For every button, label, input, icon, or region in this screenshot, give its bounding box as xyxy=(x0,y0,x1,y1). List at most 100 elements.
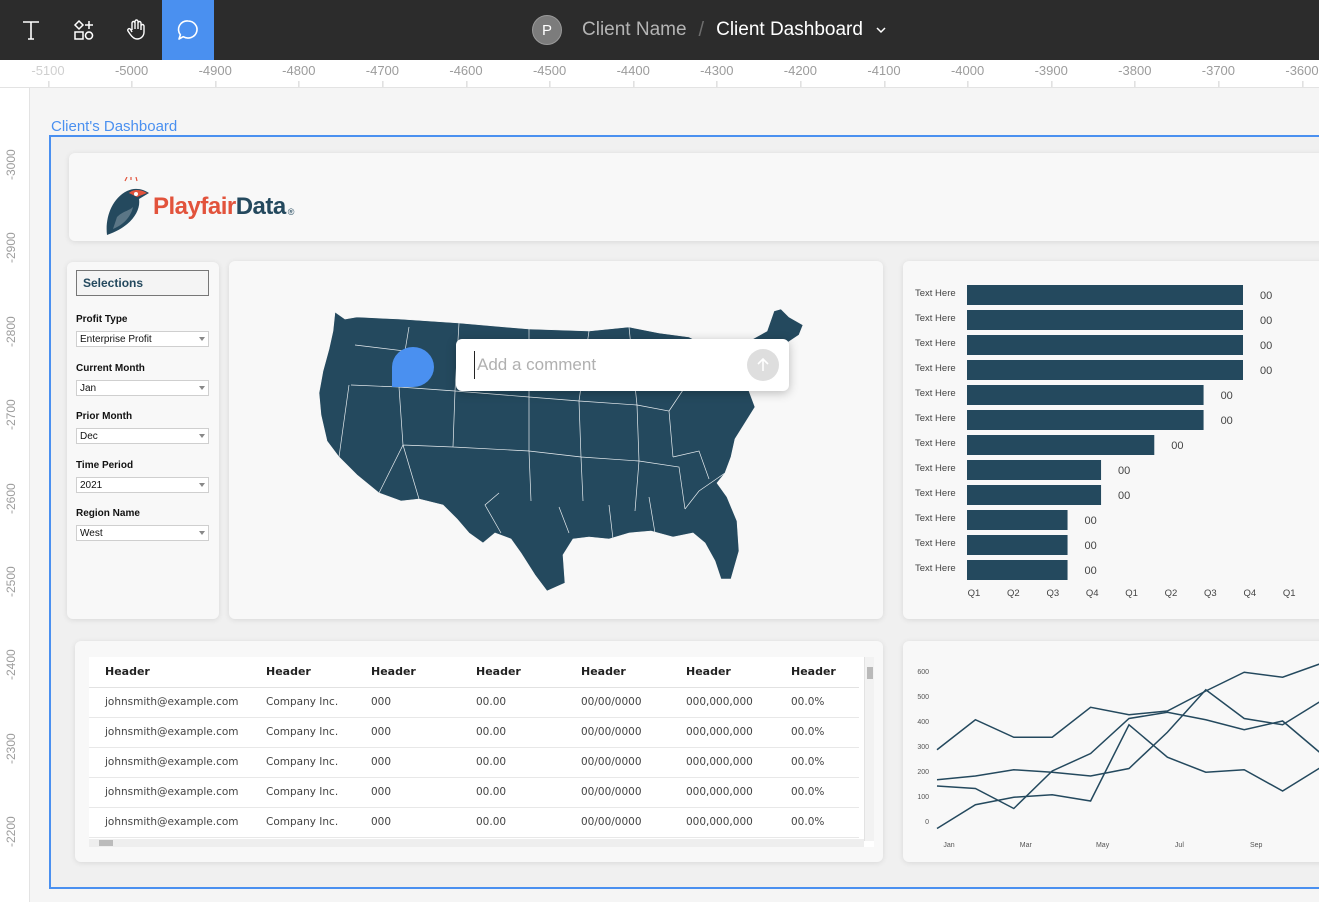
line-chart: 0100200300400500600JanMarMayJulSepNov xyxy=(917,663,1319,849)
ruler-tick-label: -3000 xyxy=(4,149,18,180)
column-header[interactable]: Header xyxy=(355,657,460,688)
table-row[interactable]: johnsmith@example.com Company Inc. 000 00.0… xyxy=(89,687,859,718)
column-header[interactable]: Header xyxy=(670,657,775,688)
bar[interactable] xyxy=(967,485,1102,505)
bar[interactable] xyxy=(967,460,1102,480)
filter-dropdown[interactable]: 2021 xyxy=(76,476,209,493)
series-line[interactable] xyxy=(936,723,1319,830)
dashboard-frame[interactable]: PlayfairData ® Selections Profit Type Ent… xyxy=(49,135,1319,889)
table-cell: 000 xyxy=(355,747,460,778)
chevron-down-icon[interactable] xyxy=(875,24,887,36)
bar[interactable] xyxy=(967,560,1068,580)
filter-label: Time Period xyxy=(76,459,134,471)
filter-dropdown[interactable]: Jan xyxy=(76,379,209,396)
bar[interactable] xyxy=(967,285,1243,305)
comment-pin[interactable] xyxy=(392,347,434,387)
scroll-thumb[interactable] xyxy=(867,667,873,679)
ruler-tick-label: -4500 xyxy=(532,63,567,87)
filter-dropdown[interactable]: Dec xyxy=(76,428,209,444)
table-row[interactable]: johnsmith@example.com Company Inc. 000 00.0… xyxy=(89,717,859,748)
table-cell: 000 xyxy=(355,807,460,838)
ruler-tick-label: -3900 xyxy=(1034,63,1068,87)
comment-popover xyxy=(456,339,789,391)
table-cell: 000 xyxy=(355,687,460,718)
table-cell: Company Inc. xyxy=(250,687,355,718)
text-icon xyxy=(23,21,39,40)
table-cell: 00/00/0000 xyxy=(565,717,670,748)
ruler-tick-label: -2600 xyxy=(4,482,18,514)
ruler-tick-label: -4900 xyxy=(198,63,232,87)
table-cell: 00.0% xyxy=(775,687,859,718)
bar[interactable] xyxy=(967,335,1243,355)
table-header-row: Header Header Header Header Header Header Head… xyxy=(89,657,859,688)
table-cell: Company Inc. xyxy=(250,807,355,838)
table-cell: johnsmith@example.com xyxy=(89,807,250,838)
breadcrumb-page[interactable]: Client Dashboard xyxy=(716,19,863,40)
filter-label: Profit Type xyxy=(76,314,128,325)
x-tick-label: Q4 xyxy=(1243,588,1256,599)
breadcrumb: P Client Name / Client Dashboard xyxy=(532,0,887,60)
bar[interactable] xyxy=(967,310,1243,330)
bar[interactable] xyxy=(967,535,1068,555)
x-tick-label: Jan xyxy=(943,842,954,849)
components-tool-button[interactable] xyxy=(58,0,110,60)
column-header[interactable]: Header xyxy=(565,657,670,688)
x-tick-label: Q1 xyxy=(1125,588,1138,599)
table-row[interactable]: johnsmith@example.com Company Inc. 000 00.0… xyxy=(89,747,859,778)
ruler-tick-label: -4400 xyxy=(616,63,650,87)
caret-down-icon xyxy=(199,482,205,487)
breadcrumb-client[interactable]: Client Name xyxy=(582,19,687,40)
bar-data-label: 00 xyxy=(1260,340,1272,352)
top-toolbar: P Client Name / Client Dashboard xyxy=(0,0,1319,60)
avatar[interactable]: P xyxy=(532,15,562,45)
column-header[interactable]: Header xyxy=(89,657,250,688)
scroll-thumb[interactable] xyxy=(99,840,113,846)
comment-input[interactable] xyxy=(474,351,734,379)
bar-chart-card: Text Here 00 Text Here 00 Text Here 00 Text He… xyxy=(903,261,1319,619)
us-map[interactable] xyxy=(229,261,883,619)
filter-dropdown[interactable]: West xyxy=(76,525,209,541)
ruler-tick-label: -5000 xyxy=(114,63,149,87)
series-line[interactable] xyxy=(936,688,1319,781)
bar[interactable] xyxy=(967,435,1155,455)
table-row[interactable]: johnsmith@example.com Company Inc. 000 00.0… xyxy=(89,777,859,808)
series-line[interactable] xyxy=(936,663,1319,751)
x-tick-label: Sep xyxy=(1250,842,1263,849)
send-comment-button[interactable] xyxy=(747,349,779,381)
x-tick-label: Q1 xyxy=(968,588,981,599)
hand-tool-button[interactable] xyxy=(110,0,162,60)
vertical-scrollbar[interactable] xyxy=(864,657,874,841)
series-line[interactable] xyxy=(936,711,1319,810)
bar-data-label: 00 xyxy=(1260,315,1272,327)
filter-dropdown[interactable]: Enterprise Profit xyxy=(76,331,209,347)
bar-category-label: Text Here xyxy=(915,488,956,499)
bar[interactable] xyxy=(967,360,1243,380)
table-cell: 00.0% xyxy=(775,807,859,838)
column-header[interactable]: Header xyxy=(775,657,859,688)
comment-tool-button[interactable] xyxy=(162,0,214,60)
column-header[interactable]: Header xyxy=(250,657,355,688)
bar[interactable] xyxy=(967,510,1068,530)
text-tool-button[interactable] xyxy=(5,0,57,60)
logo-registered: ® xyxy=(287,207,295,217)
bar[interactable] xyxy=(967,410,1204,430)
column-header[interactable]: Header xyxy=(460,657,565,688)
table-cell: 000 xyxy=(355,717,460,748)
bar-data-label: 00 xyxy=(1260,365,1272,377)
bar[interactable] xyxy=(967,385,1204,405)
table-row[interactable]: johnsmith@example.com Company Inc. 000 00.0… xyxy=(89,807,859,838)
ruler-tick-label: -4000 xyxy=(950,63,985,87)
bar-data-label: 00 xyxy=(1221,390,1233,402)
horizontal-scrollbar[interactable] xyxy=(89,839,864,847)
table-cell: 00/00/0000 xyxy=(565,777,670,808)
ruler-tick-label: -2800 xyxy=(4,316,18,347)
table-cell: 00.0% xyxy=(775,777,859,808)
bar-data-label: 00 xyxy=(1221,415,1233,427)
table-cell: Company Inc. xyxy=(250,717,355,748)
table-cell: Company Inc. xyxy=(250,777,355,808)
frame-label[interactable]: Client's Dashboard xyxy=(51,118,178,135)
ruler-tick-label: -2400 xyxy=(4,649,18,681)
hand-icon xyxy=(127,19,145,40)
table-cell: 00.0% xyxy=(775,747,859,778)
table-cell: 00/00/0000 xyxy=(565,687,670,718)
